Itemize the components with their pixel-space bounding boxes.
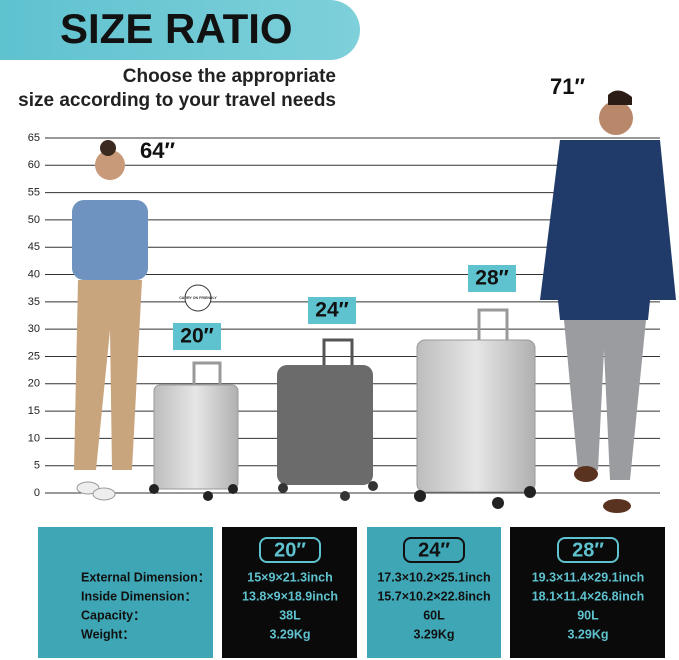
scale-label: 45 (28, 241, 40, 253)
scale-label: 35 (28, 296, 40, 308)
carry-on-badge-text: CARRY ON FRIENDLY (179, 296, 217, 300)
scale-label: 65 (28, 132, 40, 144)
scale-label: 20 (28, 378, 40, 390)
scale-label: 15 (28, 405, 40, 417)
header-subtitle: Choose the appropriate (123, 66, 336, 87)
size-badge-text: 28″ (572, 539, 604, 561)
spec-value: 60L (423, 608, 445, 622)
row-label: Capacity： (81, 608, 146, 622)
suitcase-28 (414, 308, 536, 509)
row-label: Weight： (81, 627, 135, 641)
spec-panel (222, 527, 357, 658)
spec-value: 3.29Kg (414, 627, 455, 641)
spec-value: 90L (577, 608, 599, 622)
size-tag-text: 24″ (315, 299, 348, 322)
spec-value: 38L (279, 608, 301, 622)
size-badge (259, 537, 321, 563)
scale-label: 0 (34, 487, 40, 499)
person-height: 64″ (140, 138, 175, 163)
woman-figure (72, 140, 148, 501)
spec-value: 13.8×9×18.9inch (242, 589, 338, 603)
size-tag (173, 265, 516, 350)
scale-label: 50 (28, 214, 40, 226)
size-tag-text: 20″ (180, 325, 213, 348)
carry-on-badge (184, 284, 212, 312)
man-figure (540, 90, 676, 513)
header-title: SIZE RATIO (60, 5, 293, 52)
scale-label: 30 (28, 323, 40, 335)
header-banner (0, 0, 360, 60)
spec-value: 15×9×21.3inch (247, 570, 332, 584)
size-badge (403, 537, 465, 563)
spec-panel (367, 527, 501, 658)
row-label: Inside Dimension： (81, 589, 197, 603)
scale-label: 60 (28, 159, 40, 171)
scale-label: 5 (34, 460, 40, 472)
spec-value: 3.29Kg (270, 627, 311, 641)
size-badge (557, 537, 619, 563)
person-height: 71″ (550, 74, 585, 99)
spec-value: 15.7×10.2×22.8inch (377, 589, 490, 603)
scale-label: 25 (28, 350, 40, 362)
header-subtitle: size according to your travel needs (18, 90, 336, 111)
suitcase-24 (277, 338, 378, 501)
size-badge-text: 20″ (274, 539, 306, 561)
size-tag-text: 28″ (475, 267, 508, 290)
size-badge-text: 24″ (418, 539, 450, 561)
suitcase-20 (149, 361, 239, 501)
spec-value: 18.1×11.4×26.8inch (532, 589, 645, 603)
scale-label: 40 (28, 268, 40, 280)
spec-value: 19.3×11.4×29.1inch (532, 570, 645, 584)
spec-panel (38, 527, 213, 658)
spec-panel (510, 527, 665, 658)
scale-label: 10 (28, 432, 40, 444)
row-label: External Dimension： (81, 570, 210, 584)
spec-value: 17.3×10.2×25.1inch (377, 570, 490, 584)
spec-table: External Dimension： Inside Dimension： Capa… (81, 537, 645, 641)
scale-label: 55 (28, 187, 40, 199)
spec-value: 3.29Kg (568, 627, 609, 641)
